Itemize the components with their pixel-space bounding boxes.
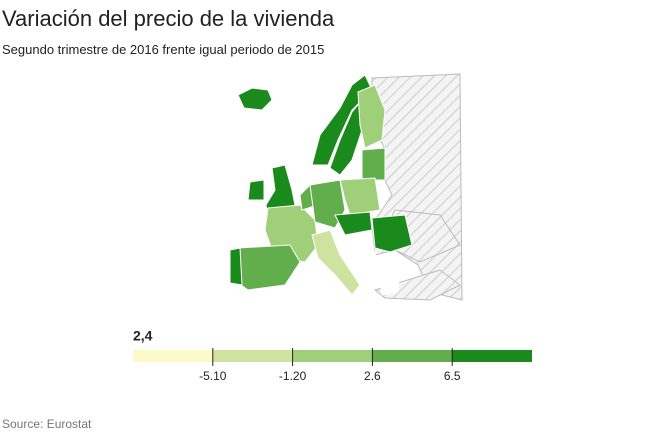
title: Variación del precio de la vivienda xyxy=(2,6,335,31)
map xyxy=(229,73,463,301)
legend-tick-label: 2.6 xyxy=(364,369,381,383)
legend-value: 2,4 xyxy=(133,328,153,344)
legend-swatch xyxy=(292,350,373,362)
source: Source: Eurostat xyxy=(2,417,92,431)
legend-swatch xyxy=(133,350,213,362)
legend-swatch xyxy=(452,350,532,362)
legend-tick-label: -1.20 xyxy=(279,369,307,383)
legend-tick-label: 6.5 xyxy=(444,369,461,383)
legend: -5.10 -1.20 2.6 6.5 xyxy=(133,348,532,383)
subtitle: Segundo trimestre de 2016 frente igual p… xyxy=(2,42,324,57)
legend-tick-label: -5.10 xyxy=(199,369,227,383)
legend-swatch xyxy=(212,350,293,362)
legend-swatch xyxy=(372,350,453,362)
